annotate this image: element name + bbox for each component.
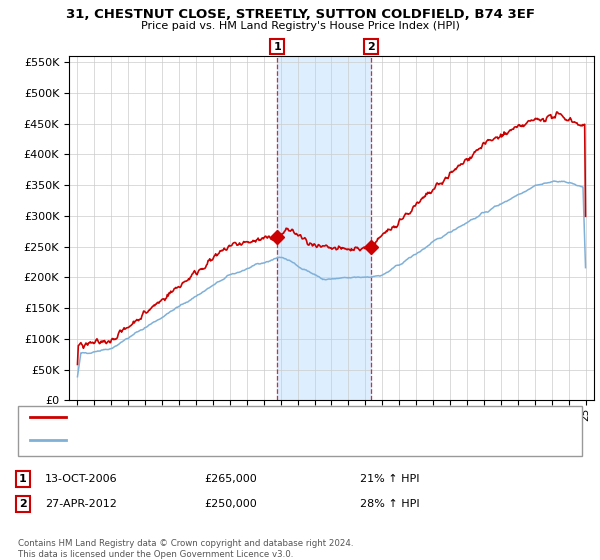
Text: 31, CHESTNUT CLOSE, STREETLY, SUTTON COLDFIELD, B74 3EF: 31, CHESTNUT CLOSE, STREETLY, SUTTON COL… <box>65 8 535 21</box>
Text: Price paid vs. HM Land Registry's House Price Index (HPI): Price paid vs. HM Land Registry's House … <box>140 21 460 31</box>
Text: £250,000: £250,000 <box>204 499 257 509</box>
Text: 28% ↑ HPI: 28% ↑ HPI <box>360 499 419 509</box>
Text: 1: 1 <box>273 41 281 52</box>
Text: 21% ↑ HPI: 21% ↑ HPI <box>360 474 419 484</box>
Text: Contains HM Land Registry data © Crown copyright and database right 2024.
This d: Contains HM Land Registry data © Crown c… <box>18 539 353 559</box>
Text: 2: 2 <box>367 41 375 52</box>
Text: 31, CHESTNUT CLOSE, STREETLY, SUTTON COLDFIELD, B74 3EF (detached house): 31, CHESTNUT CLOSE, STREETLY, SUTTON COL… <box>72 412 497 422</box>
Text: 2: 2 <box>19 499 26 509</box>
Text: 13-OCT-2006: 13-OCT-2006 <box>45 474 118 484</box>
Text: HPI: Average price, detached house, Walsall: HPI: Average price, detached house, Wals… <box>72 435 302 445</box>
Text: £265,000: £265,000 <box>204 474 257 484</box>
Text: 27-APR-2012: 27-APR-2012 <box>45 499 117 509</box>
Text: 1: 1 <box>19 474 26 484</box>
Bar <box>277 56 371 400</box>
